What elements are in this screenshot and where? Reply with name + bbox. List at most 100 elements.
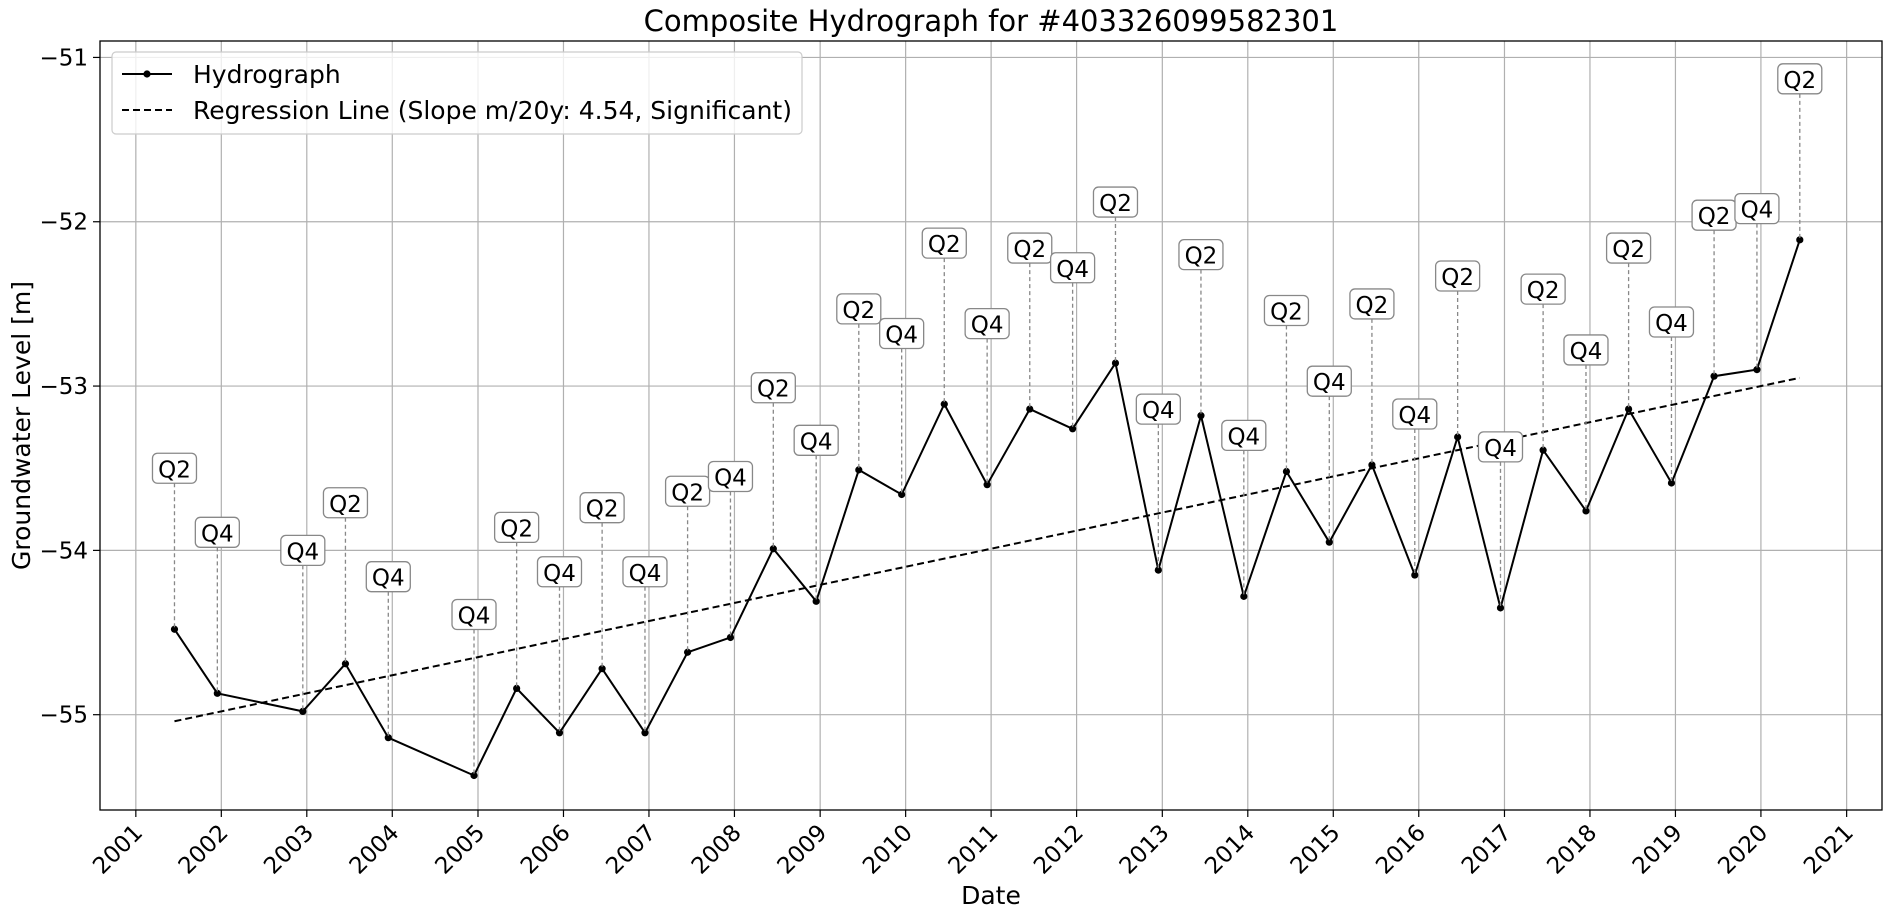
annotation-box: [1520, 273, 1566, 305]
hydrograph-point: [641, 729, 649, 737]
annotation-label: Q4: [1484, 436, 1517, 462]
annotation-box: [793, 424, 839, 456]
annotation-box: [280, 534, 326, 567]
y-tick-label: −52: [39, 210, 88, 236]
annotation-label: Q2: [1185, 244, 1218, 270]
hydrograph-series: [170, 236, 1804, 780]
hydrograph-point: [1111, 359, 1120, 367]
annotation-box: [1263, 294, 1310, 327]
annotation-box: [1349, 288, 1395, 320]
annotation-label: Q2: [1441, 265, 1474, 291]
y-tick-label: −55: [39, 703, 88, 729]
legend-hydrograph-label: Hydrograph: [193, 60, 341, 89]
annotation-box: [1734, 192, 1780, 225]
x-tick-label: 2011: [944, 820, 1004, 880]
annotation-box: [1007, 232, 1053, 264]
annotation-box: [1392, 398, 1438, 430]
hydrograph-point: [1582, 507, 1590, 515]
hydrograph-point: [384, 734, 392, 742]
annotation-box: [1777, 63, 1823, 95]
hydrograph-point: [812, 597, 820, 605]
annotation-label: Q4: [543, 561, 576, 587]
annotation-box: [1477, 431, 1524, 463]
annotation-box: [1563, 334, 1609, 366]
hydrograph-point: [598, 665, 606, 673]
hydrograph-point: [1496, 604, 1505, 612]
annotation-box: [964, 308, 1010, 340]
hydrograph-point: [1796, 236, 1804, 244]
annotation-box: [1049, 252, 1096, 284]
annotation-label: Q2: [671, 480, 704, 506]
annotation-box: [365, 561, 411, 593]
x-tick-label: 2001: [88, 820, 148, 880]
annotation-label: Q4: [1655, 311, 1688, 337]
x-tick-label: 2006: [516, 820, 576, 880]
hydrograph-point: [940, 400, 948, 408]
legend: Hydrograph Regression Line (Slope m/20y:…: [111, 51, 803, 135]
legend-hydrograph-marker: [143, 70, 151, 78]
annotation-label: Q4: [1741, 198, 1774, 224]
hydrograph-point: [1026, 405, 1034, 413]
annotation-label: Q2: [1527, 278, 1560, 304]
x-tick-label: 2010: [858, 820, 918, 880]
annotation-box: [1648, 306, 1695, 338]
annotation-label: Q4: [1570, 339, 1603, 365]
hydrograph-point: [1325, 538, 1333, 546]
hydrograph-point: [555, 729, 564, 737]
annotation-label: Q2: [1356, 293, 1389, 319]
annotation-label: Q4: [1056, 257, 1089, 283]
hydrograph-point: [1753, 366, 1761, 374]
x-axis-label: Date: [961, 881, 1021, 910]
hydrograph-point: [683, 648, 692, 656]
annotation-box: [921, 227, 967, 259]
annotation-label: Q2: [1270, 300, 1303, 326]
annotation-box: [1092, 186, 1139, 218]
annotation-label: Q4: [458, 603, 491, 629]
y-tick-label: −53: [39, 374, 88, 400]
hydrograph-point: [299, 707, 307, 716]
y-axis-ticks: −55 −54 −53 −52 −51: [39, 45, 100, 729]
annotation-box: [493, 511, 540, 544]
x-tick-label: 2007: [601, 820, 661, 880]
annotation-box: [536, 556, 583, 588]
hydrograph-point: [855, 466, 863, 474]
hydrograph-point: [1539, 446, 1547, 454]
hydrograph-point: [1667, 479, 1676, 487]
x-axis-ticks: 2001 2002 2003 2004 2005 2006 2007 2008 2009 2010…: [88, 810, 1859, 880]
annotation-box: [451, 598, 497, 631]
hydrograph-point: [1197, 412, 1205, 420]
annotation-label: Q4: [714, 465, 747, 491]
legend-box: [111, 51, 803, 135]
annotation-box: [194, 516, 240, 548]
hydrograph-point: [1454, 433, 1462, 441]
annotation-label: Q2: [842, 298, 875, 324]
annotation-box: [879, 317, 925, 350]
hydrograph-point: [769, 545, 777, 553]
annotation-box: [1221, 419, 1267, 452]
hydrograph-point: [341, 660, 350, 668]
annotation-label: Q2: [1612, 237, 1645, 263]
quarter-annotations: Q2 Q4 Q4 Q2 Q4 Q4 Q2 Q4 Q2 Q4 Q2 Q4 Q2 Q4 Q2 Q4 Q2 Q4 Q2 Q4…: [151, 63, 1823, 776]
annotation-label: Q4: [971, 313, 1004, 339]
x-tick-label: 2021: [1799, 820, 1859, 880]
hydrograph-point: [470, 771, 478, 780]
x-tick-label: 2016: [1371, 820, 1431, 880]
regression-segment: [174, 376, 1801, 723]
hydrograph-point: [1411, 571, 1419, 579]
y-tick-label: −51: [39, 45, 88, 71]
hydrograph-point: [1710, 372, 1718, 380]
hydrograph-point: [1240, 592, 1248, 600]
annotation-label: Q4: [1227, 424, 1260, 450]
annotation-box: [707, 460, 754, 493]
x-tick-label: 2018: [1542, 820, 1602, 880]
legend-regression-label: Regression Line (Slope m/20y: 4.54, Sign…: [193, 96, 792, 125]
annotation-label: Q4: [201, 521, 234, 547]
annotation-label: Q2: [757, 377, 790, 403]
x-tick-label: 2002: [174, 820, 234, 880]
annotation-label: Q2: [928, 232, 961, 258]
hydrograph-point: [983, 481, 991, 489]
annotation-box: [1306, 365, 1352, 397]
annotation-label: Q2: [329, 492, 362, 518]
x-tick-label: 2015: [1286, 820, 1346, 880]
